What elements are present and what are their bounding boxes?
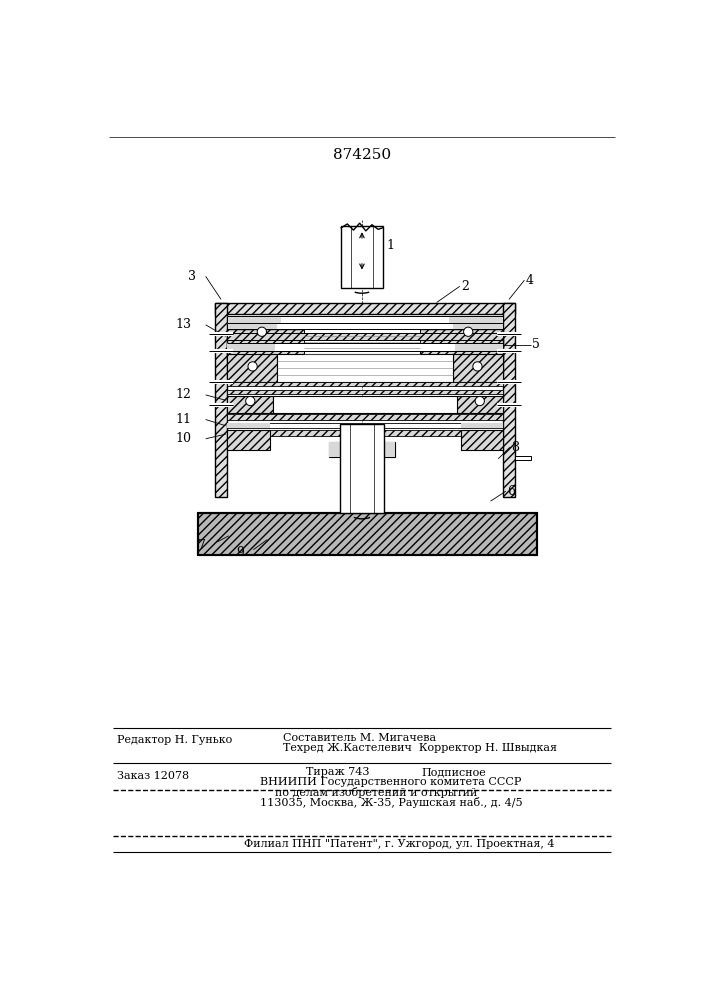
Circle shape — [473, 362, 482, 371]
Text: 9: 9 — [236, 546, 244, 559]
Bar — [452, 354, 503, 382]
Bar — [449, 316, 503, 324]
Bar — [227, 389, 503, 394]
Text: 3: 3 — [187, 270, 196, 283]
Bar — [198, 513, 537, 555]
Bar — [227, 423, 269, 428]
Text: 13: 13 — [176, 318, 192, 331]
Bar — [452, 323, 503, 329]
Bar — [215, 303, 515, 314]
Bar — [227, 430, 269, 450]
Bar — [227, 382, 503, 386]
Text: 2: 2 — [461, 280, 469, 293]
Bar — [329, 442, 340, 457]
Text: 113035, Москва, Ж-35, Раушская наб., д. 4/5: 113035, Москва, Ж-35, Раушская наб., д. … — [259, 797, 522, 808]
Bar — [227, 329, 503, 360]
Text: 1: 1 — [387, 239, 395, 252]
Bar — [227, 323, 503, 329]
Bar — [227, 343, 275, 351]
Bar — [227, 316, 503, 324]
Bar — [227, 396, 274, 413]
Circle shape — [257, 327, 267, 336]
Text: 10: 10 — [176, 432, 192, 445]
Bar — [329, 442, 340, 457]
Text: по делам изобретений и открытий: по делам изобретений и открытий — [275, 787, 477, 798]
Text: 7: 7 — [198, 539, 206, 552]
Bar — [503, 303, 515, 497]
Bar — [227, 414, 503, 420]
Bar — [227, 323, 277, 329]
Text: 8: 8 — [511, 441, 520, 454]
Circle shape — [475, 396, 484, 406]
Circle shape — [246, 396, 255, 406]
Bar — [274, 396, 457, 413]
Text: Филиал ПНП "Патент", г. Ужгород, ул. Проектная, 4: Филиал ПНП "Патент", г. Ужгород, ул. Про… — [244, 839, 555, 849]
Text: 6: 6 — [508, 485, 515, 498]
Text: 12: 12 — [176, 388, 192, 401]
Text: 874250: 874250 — [333, 148, 391, 162]
Text: 4: 4 — [526, 274, 534, 287]
Bar — [227, 423, 503, 428]
Text: 11: 11 — [176, 413, 192, 426]
Circle shape — [248, 362, 257, 371]
Text: Техред Ж.Кастелевич  Корректор Н. Швыдкая: Техред Ж.Кастелевич Корректор Н. Швыдкая — [283, 743, 556, 753]
Bar — [227, 430, 503, 436]
Bar — [341, 226, 382, 288]
Circle shape — [464, 327, 473, 336]
Text: Редактор Н. Гунько: Редактор Н. Гунько — [117, 735, 233, 745]
Text: ВНИИПИ Государственного комитета СССР: ВНИИПИ Государственного комитета СССР — [259, 777, 521, 787]
Text: Составитель М. Мигачева: Составитель М. Мигачева — [283, 733, 436, 743]
Bar — [383, 442, 395, 457]
Text: Подписное: Подписное — [421, 767, 486, 777]
Bar — [304, 329, 420, 360]
Bar — [455, 343, 503, 351]
Bar — [340, 424, 383, 513]
Bar — [383, 442, 395, 457]
Bar — [460, 430, 503, 450]
Bar — [227, 333, 503, 340]
Bar — [227, 316, 281, 324]
Bar — [215, 303, 227, 497]
Bar — [227, 343, 503, 351]
Bar — [277, 354, 452, 382]
Text: Заказ 12078: Заказ 12078 — [117, 771, 189, 781]
Text: 5: 5 — [532, 338, 540, 351]
Bar — [515, 456, 530, 460]
Text: Тираж 743: Тираж 743 — [305, 767, 369, 777]
Bar — [227, 354, 277, 382]
Bar — [457, 396, 503, 413]
Bar — [460, 423, 503, 428]
